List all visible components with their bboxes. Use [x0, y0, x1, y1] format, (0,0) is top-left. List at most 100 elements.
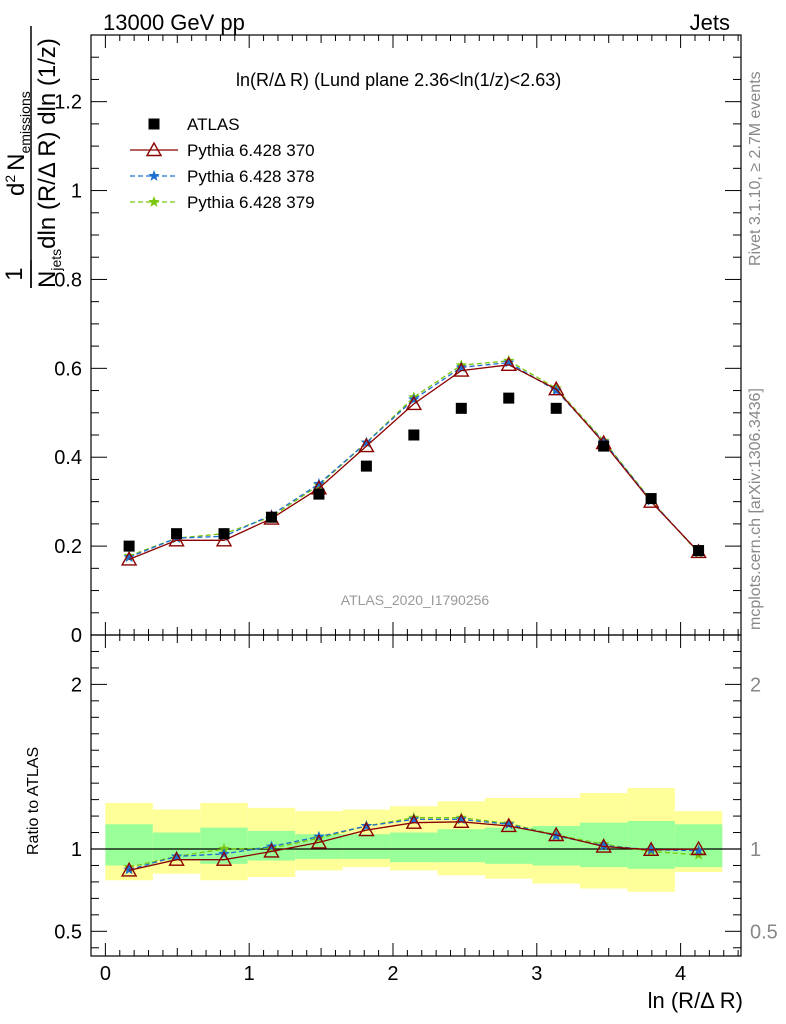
ratio-data-point [170, 850, 183, 862]
legend-marker [148, 170, 160, 181]
main-data-point [455, 361, 467, 373]
axes-group: 0 1 2 3 4 0 0.2 0.4 0.6 0.8 1 1.2 0.5 0.5 1 1 2 2 [54, 34, 778, 985]
ratio-data-point [690, 840, 707, 856]
main-data-point [645, 493, 657, 505]
inner-band-bin [437, 829, 486, 863]
legend-label: ATLAS [187, 115, 240, 134]
legend-item: Pythia 6.428 378 [130, 167, 315, 186]
ratio-data-point [453, 813, 470, 829]
main-data-point [358, 437, 375, 453]
legend-marker [148, 196, 160, 207]
legend-label: Pythia 6.428 379 [187, 193, 315, 212]
ratio-series-group [91, 811, 741, 877]
ratio-data-point [168, 851, 185, 866]
inner-band-bin [485, 827, 533, 864]
ratio-data-point [408, 813, 420, 825]
header-energy-label: 13000 GeV pp [103, 10, 245, 35]
main-data-point [123, 551, 135, 563]
ratio-data-point [503, 818, 515, 830]
rivet-version-label: Rivet 3.1.10, ≥ 2.7M events [747, 71, 764, 266]
x-tick-label: 4 [675, 963, 686, 985]
main-data-point [408, 429, 420, 441]
main-data-point [548, 380, 565, 396]
main-series-group [120, 354, 707, 566]
main-data-point [693, 545, 705, 557]
main-data-point [171, 528, 183, 540]
ratio-y-tick-label: 0.5 [54, 921, 82, 943]
legend-marker [148, 118, 160, 130]
y-label-fraction-numerator: d2Nemissions [2, 91, 33, 196]
header-process-label: Jets [690, 10, 730, 35]
main-panel-title: ln(R/Δ R) (Lund plane 2.36<ln(1/z)<2.63) [236, 70, 561, 90]
main-data-point [503, 392, 515, 404]
main-data-point [313, 477, 325, 489]
main-data-point [168, 531, 185, 547]
ratio-series-line [128, 821, 699, 872]
ratio-data-point [500, 817, 517, 833]
main-data-point [453, 362, 470, 377]
inner-band-bin [105, 824, 153, 866]
main-data-point [215, 531, 233, 547]
main-data-point [120, 551, 138, 566]
legend-item: Pythia 6.428 370 [130, 141, 315, 160]
legend-label: Pythia 6.428 378 [187, 167, 315, 186]
ratio-y-tick-label-right: 1 [750, 839, 761, 861]
main-series-pythia-6-428-370 [120, 356, 707, 566]
main-data-point [123, 540, 135, 552]
ratio-y-tick-label: 1 [71, 839, 82, 861]
legend-item: Pythia 6.428 379 [130, 193, 315, 212]
main-y-tick-label: 0 [71, 625, 82, 647]
main-data-point [550, 402, 562, 414]
main-y-tick-label: 0.6 [54, 358, 82, 380]
inner-band-bin [342, 834, 391, 859]
main-data-point [218, 528, 230, 540]
x-axis-label: ln (R/Δ R) [648, 988, 743, 1013]
y-label-fraction-one: 1 [1, 267, 28, 280]
main-data-point [500, 356, 517, 371]
ratio-data-point [215, 851, 233, 866]
main-y-tick-label: 0.4 [54, 447, 82, 469]
main-data-point [405, 395, 423, 411]
ratio-data-point [360, 820, 373, 831]
legend-item: ATLAS [148, 115, 240, 134]
main-y-tick-label: 1.2 [54, 92, 82, 114]
ratio-y-tick-label-right: 2 [750, 674, 761, 696]
ratio-data-point [310, 833, 328, 849]
ratio-data-point [598, 839, 610, 851]
ratio-uncertainty-bands [105, 788, 723, 892]
main-data-point [598, 440, 610, 452]
ratio-data-point [692, 844, 705, 856]
ratio-data-point [120, 861, 138, 877]
main-data-point [360, 436, 373, 448]
ratio-data-point [595, 838, 612, 853]
x-tick-label: 0 [100, 963, 111, 985]
ratio-data-point [455, 813, 467, 825]
main-y-tick-label: 0.8 [54, 269, 82, 291]
legend-label: Pythia 6.428 370 [187, 141, 315, 160]
x-tick-label: 2 [387, 963, 398, 985]
ratio-data-point [358, 821, 375, 837]
ratio-series-pythia-6-428-370 [120, 813, 707, 877]
ratio-y-tick-label: 2 [71, 674, 82, 696]
main-y-axis-label: 1 d2Nemissions Njetsdln (R/Δ R) dln (1/z… [1, 26, 64, 288]
x-tick-label: 1 [244, 963, 255, 985]
ratio-data-point [123, 863, 135, 875]
ratio-data-point [548, 826, 565, 842]
legend: ATLAS Pythia 6.428 370 Pythia 6.428 378 Pyt… [130, 115, 315, 212]
inner-band-bin [390, 832, 438, 863]
ratio-data-point [263, 843, 280, 858]
main-series-atlas [123, 392, 705, 557]
ratio-plot-frame [90, 634, 742, 957]
main-series-line [128, 360, 700, 557]
ratio-data-point [642, 841, 660, 857]
ratio-data-point [405, 814, 423, 829]
main-data-point [360, 460, 372, 472]
legend-marker [145, 141, 163, 157]
main-data-point [408, 393, 420, 405]
main-y-tick-label: 1 [71, 181, 82, 203]
x-tick-label: 3 [531, 963, 542, 985]
main-y-tick-label: 0.2 [54, 536, 82, 558]
main-data-point [503, 356, 515, 368]
main-data-point [313, 488, 325, 500]
